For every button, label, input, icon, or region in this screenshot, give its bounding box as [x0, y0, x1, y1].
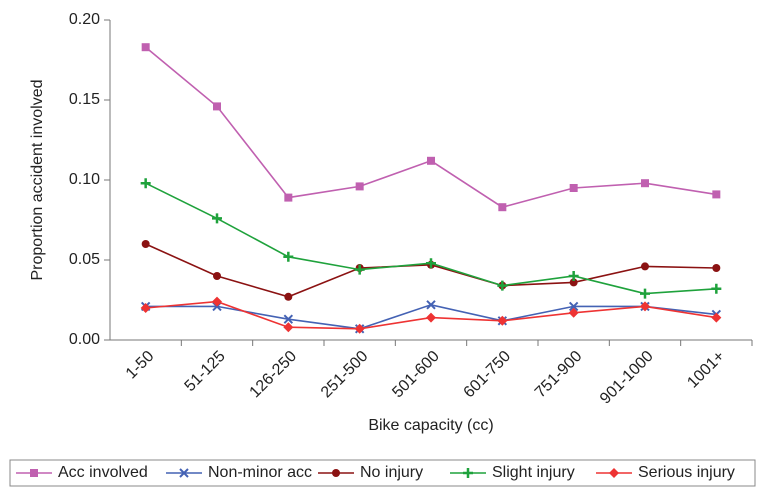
marker	[140, 303, 151, 313]
legend-marker	[332, 469, 340, 477]
legend-label: No injury	[360, 464, 423, 481]
marker	[568, 307, 579, 318]
marker	[498, 203, 507, 212]
x-tick-label: 1-50	[123, 348, 158, 383]
marker	[212, 213, 222, 224]
marker	[213, 102, 221, 111]
series-line	[145, 46, 717, 209]
x-tick-label: 901-1000	[597, 348, 657, 408]
marker	[569, 278, 578, 287]
marker	[426, 300, 436, 310]
marker	[213, 272, 221, 280]
marker	[284, 193, 293, 202]
marker	[712, 264, 721, 272]
y-axis-label: Proportion accident involved	[29, 79, 46, 280]
legend-label: Non-minor acc	[208, 464, 312, 481]
marker	[426, 312, 436, 323]
marker	[641, 179, 649, 188]
y-tick-label: 0.10	[69, 171, 100, 188]
marker	[497, 280, 508, 291]
marker	[640, 288, 650, 299]
legend-label: Acc involved	[58, 464, 148, 481]
x-tick-label: 251-500	[318, 348, 372, 402]
marker	[497, 315, 508, 326]
legend-label: Serious injury	[638, 464, 735, 481]
marker	[140, 178, 151, 189]
x-axis-label: Bike capacity (cc)	[368, 417, 493, 434]
marker	[568, 301, 579, 312]
legend-label: Slight injury	[492, 464, 575, 481]
y-tick-label: 0.20	[69, 11, 100, 28]
marker	[640, 301, 650, 312]
y-tick-label: 0.15	[69, 91, 100, 108]
marker	[712, 190, 721, 199]
marker	[568, 271, 579, 281]
legend-marker	[463, 468, 473, 478]
marker	[354, 264, 365, 275]
marker	[283, 251, 294, 262]
marker	[569, 184, 578, 192]
marker	[141, 240, 150, 248]
marker	[141, 43, 150, 52]
legend-marker	[609, 468, 619, 478]
marker	[284, 292, 293, 301]
x-tick-label: 126-250	[247, 348, 301, 402]
legend-marker	[30, 469, 38, 477]
marker	[355, 182, 364, 191]
marker	[283, 322, 294, 333]
marker	[641, 262, 649, 271]
y-tick-label: 0.00	[69, 331, 100, 348]
marker	[426, 258, 436, 269]
x-tick-label: 51-125	[182, 348, 229, 395]
legend-marker	[179, 468, 189, 478]
x-tick-label: 601-750	[461, 348, 515, 402]
series-line	[145, 243, 717, 298]
x-tick-label: 1001+	[684, 348, 728, 392]
marker	[711, 312, 722, 323]
y-tick-label: 0.05	[69, 251, 100, 268]
series-line	[145, 182, 717, 295]
marker	[283, 314, 294, 324]
x-tick-label: 751-900	[532, 348, 586, 402]
marker	[354, 323, 365, 334]
x-tick-label: 501-600	[389, 348, 443, 402]
marker	[212, 296, 222, 307]
marker	[427, 156, 435, 165]
marker	[711, 283, 722, 294]
